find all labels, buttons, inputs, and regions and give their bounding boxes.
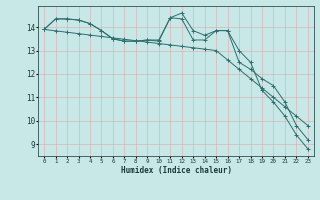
X-axis label: Humidex (Indice chaleur): Humidex (Indice chaleur) — [121, 166, 231, 175]
